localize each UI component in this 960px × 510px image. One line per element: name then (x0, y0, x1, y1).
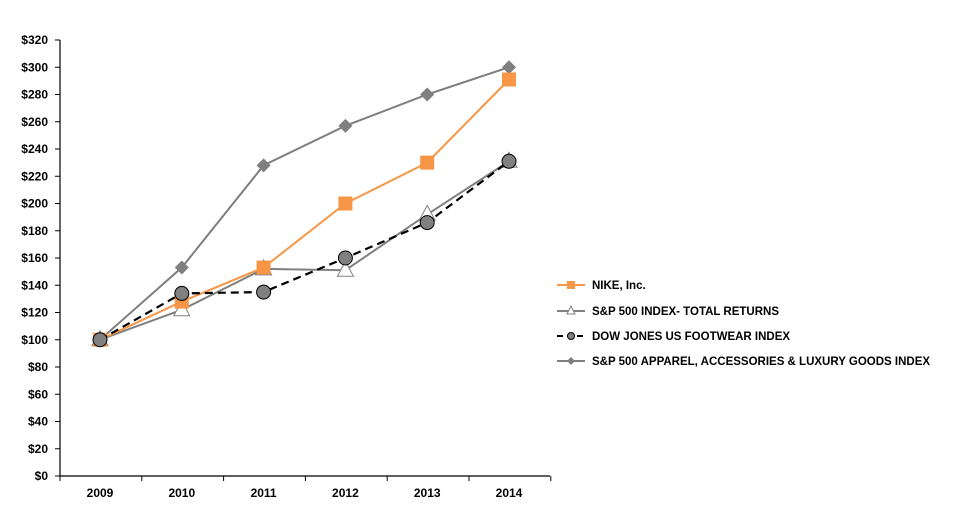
y-tick-label: $20 (28, 442, 48, 456)
series-line (99, 160, 510, 341)
x-tick-label: 2011 (251, 486, 277, 500)
y-tick-label: $0 (35, 469, 49, 483)
legend-label: DOW JONES US FOOTWEAR INDEX (592, 331, 790, 343)
y-tick-label: $300 (21, 60, 48, 74)
x-tick-label: 2012 (332, 486, 359, 500)
legend-marker (567, 281, 575, 289)
series-1 (91, 151, 518, 347)
legend-item: NIKE, Inc. (557, 280, 646, 292)
data-point (338, 196, 353, 211)
legend-item: S&P 500 INDEX- TOTAL RETURNS (557, 304, 779, 318)
y-tick-label: $160 (21, 251, 48, 265)
data-point (336, 260, 355, 277)
legend-item: S&P 500 APPAREL, ACCESSORIES & LUXURY GO… (557, 356, 930, 368)
legend-label: S&P 500 APPAREL, ACCESSORIES & LUXURY GO… (592, 356, 930, 368)
y-tick-label: $60 (28, 387, 48, 401)
data-point (501, 153, 517, 169)
legend-label: NIKE, Inc. (592, 280, 646, 292)
data-point (256, 260, 271, 275)
series-2 (92, 153, 517, 348)
y-tick-label: $140 (21, 278, 48, 292)
x-tick-label: 2013 (414, 486, 441, 500)
y-tick-label: $320 (21, 33, 48, 47)
data-point (92, 332, 108, 348)
legend: NIKE, Inc. S&P 500 INDEX- TOTAL RETURNS DO… (557, 280, 930, 368)
series-layer (91, 60, 518, 348)
data-point (338, 118, 353, 133)
data-point (420, 87, 435, 102)
y-tick-label: $120 (21, 306, 48, 320)
y-tick-label: $240 (21, 142, 48, 156)
y-tick-label: $40 (28, 415, 48, 429)
series-3 (93, 60, 516, 347)
data-point (502, 72, 516, 87)
data-point (337, 250, 353, 266)
series-line (99, 66, 510, 341)
axes: $0 $20 $40 $60 $80 $100 $120 $140 $160 $180 $200 $2… (21, 33, 552, 500)
y-tick-label: $180 (21, 224, 48, 238)
data-point (256, 158, 271, 173)
y-tick-label: $200 (21, 197, 48, 211)
x-tick-label: 2014 (496, 486, 523, 500)
x-tick-label: 2010 (168, 486, 195, 500)
legend-marker (567, 332, 575, 340)
legend-marker (566, 304, 576, 315)
legend-item: DOW JONES US FOOTWEAR INDEX (557, 331, 790, 343)
y-tick-label: $260 (21, 115, 48, 129)
data-point (419, 215, 435, 231)
series-line (99, 78, 510, 341)
y-tick-label: $280 (21, 88, 48, 102)
data-point (502, 60, 516, 75)
legend-marker (567, 357, 575, 365)
series-0 (93, 72, 516, 347)
series-line (99, 160, 510, 341)
data-point (256, 284, 272, 300)
data-point (174, 260, 189, 275)
y-tick-label: $100 (21, 333, 48, 347)
y-tick-label: $80 (28, 360, 48, 374)
data-point (420, 155, 435, 170)
y-tick-label: $220 (21, 169, 48, 183)
data-point (174, 285, 190, 301)
x-tick-label: 2009 (87, 486, 114, 500)
legend-label: S&P 500 INDEX- TOTAL RETURNS (592, 306, 779, 318)
